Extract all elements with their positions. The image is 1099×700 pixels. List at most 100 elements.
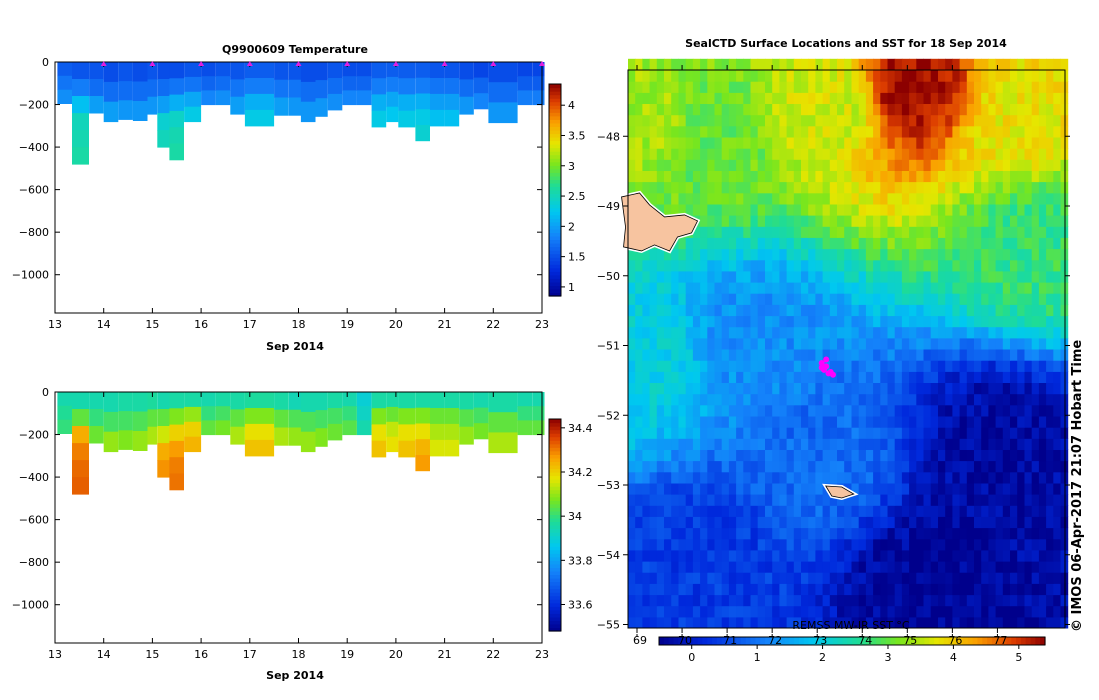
sst-cell: [988, 170, 997, 183]
sst-cell: [851, 583, 860, 596]
sst-cell: [793, 70, 802, 82]
sst-cell: [757, 482, 766, 495]
sst-cell: [1024, 92, 1033, 104]
sst-cell: [765, 427, 773, 439]
sst-cell: [1002, 304, 1011, 317]
sst-cell: [1017, 549, 1025, 562]
sst-cell: [628, 572, 636, 584]
sst-cell: [743, 594, 751, 607]
sst-cell: [995, 449, 1004, 462]
sst-cell: [1031, 270, 1040, 283]
sst-cell: [801, 282, 809, 294]
sst-cell: [981, 114, 989, 127]
sst-cell: [685, 304, 694, 317]
sst-cell: [801, 337, 809, 350]
sst-cell: [1017, 416, 1025, 428]
sst-cell: [873, 527, 881, 540]
salinity-colorbar-swatch: [549, 613, 561, 618]
sst-cell: [772, 494, 780, 506]
sst-colorbar-swatch: [929, 637, 935, 645]
sst-cell: [765, 438, 773, 450]
sst-cell: [938, 460, 946, 473]
sst-cell: [1060, 315, 1069, 328]
sst-cell: [736, 137, 744, 149]
sst-cell: [851, 382, 860, 395]
sst-cell: [635, 605, 643, 618]
sst-colorbar-swatch: [1025, 637, 1032, 645]
sst-cell: [894, 70, 903, 82]
sst-cell: [685, 549, 694, 562]
sst-cell: [844, 226, 852, 238]
sst-cell: [887, 125, 896, 138]
sst-cell: [1010, 549, 1018, 562]
sst-cell: [923, 460, 932, 473]
salinity-cell: [147, 426, 158, 445]
sst-cell: [1060, 304, 1069, 317]
sst-cell: [707, 181, 715, 194]
sst-cell: [981, 215, 989, 227]
sst-cell: [988, 471, 997, 484]
temperature-colorbar-swatch: [549, 179, 561, 184]
sst-cell: [779, 170, 788, 183]
sst-cell: [851, 404, 860, 417]
sst-cell: [1010, 460, 1018, 473]
sst-cell: [829, 561, 838, 573]
sst-cell: [880, 605, 888, 618]
sst-cell: [952, 404, 961, 417]
sst-cell: [671, 203, 679, 216]
sst-cell: [1010, 148, 1018, 160]
sst-cell: [714, 482, 723, 495]
sst-cell: [974, 159, 982, 171]
sst-cell: [1010, 538, 1018, 551]
sst-cell: [822, 103, 831, 116]
sst-cell: [772, 114, 780, 127]
sst-cell: [930, 304, 939, 317]
sst-cell: [793, 616, 802, 629]
sst-cell: [995, 293, 1004, 305]
salinity-cell: [459, 409, 474, 428]
sst-cell: [966, 259, 975, 272]
sst-cell: [959, 148, 968, 160]
sst-cell: [930, 215, 939, 227]
sst-cell: [1053, 482, 1061, 495]
sst-cell: [909, 494, 917, 506]
temperature-colorbar-swatch: [549, 274, 561, 279]
sst-cell: [1060, 416, 1069, 428]
sst-cell: [750, 583, 759, 596]
sst-cell: [635, 70, 643, 82]
sst-cell: [801, 382, 809, 395]
sst-cell: [858, 594, 867, 607]
sst-cell: [714, 293, 723, 305]
salinity-colorbar-swatch: [549, 493, 561, 498]
lon-tick-label: 73: [813, 634, 827, 647]
sst-cell: [1010, 304, 1018, 317]
sst-cell: [743, 616, 751, 629]
sst-cell: [887, 494, 896, 506]
salinity-colorbar-frame: [548, 418, 562, 632]
sst-cell: [1024, 494, 1033, 506]
sst-cell: [901, 527, 910, 540]
sst-cell: [765, 594, 773, 607]
sst-cell: [1046, 137, 1054, 149]
sst-cell: [873, 616, 881, 629]
sst-cell: [1002, 192, 1011, 205]
salinity-cell: [444, 392, 460, 409]
sst-cell: [930, 349, 939, 361]
sst-cell: [750, 125, 759, 138]
sst-cell: [808, 304, 816, 317]
sst-cell: [1053, 114, 1061, 127]
sst-cell: [952, 438, 961, 450]
temperature-cell: [259, 93, 275, 111]
sst-cell: [628, 449, 636, 462]
sst-cell: [851, 203, 860, 216]
sst-cell: [1046, 148, 1054, 160]
sst-cell: [952, 416, 961, 428]
sst-cell: [974, 516, 982, 529]
sst-cell: [685, 449, 694, 462]
sst-cell: [707, 471, 715, 484]
temperature-cell: [473, 62, 489, 79]
sst-cell: [887, 270, 896, 283]
sst-cell: [757, 404, 766, 417]
sst-cell: [966, 125, 975, 138]
sst-cell: [901, 337, 910, 350]
